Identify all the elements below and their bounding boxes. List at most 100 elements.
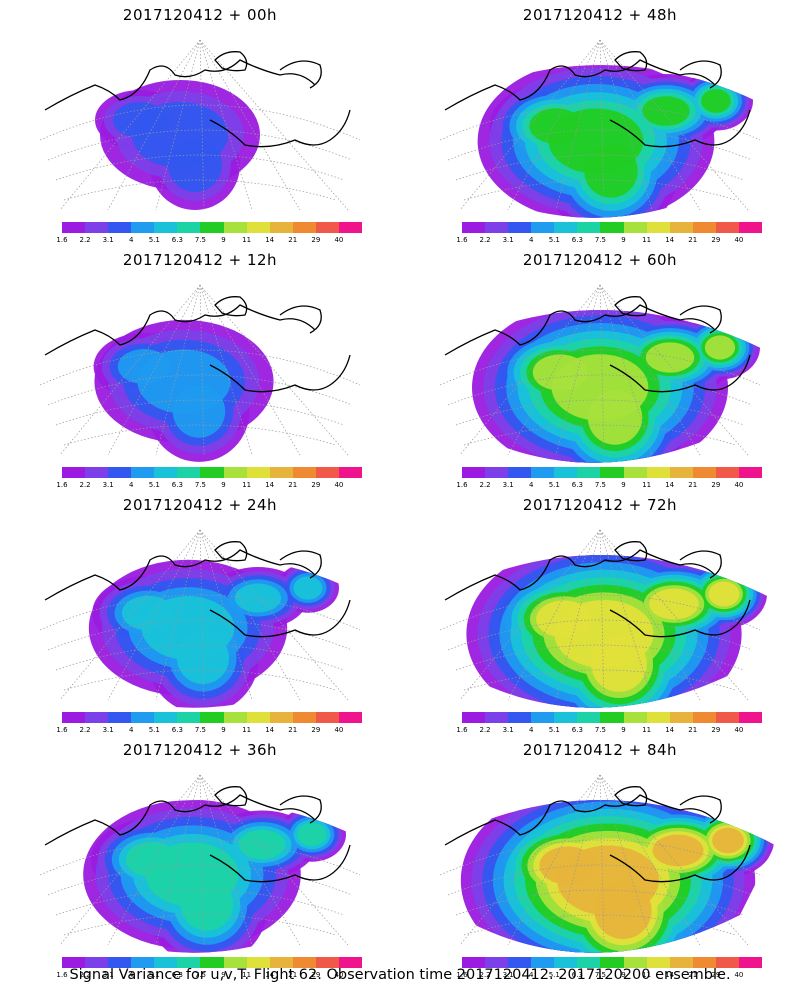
latitude-line xyxy=(439,104,761,141)
colorbar-swatch xyxy=(269,467,293,478)
colorbar-tick-label: 29 xyxy=(711,236,721,244)
variance-contour xyxy=(234,583,282,613)
variance-contour xyxy=(591,636,647,692)
colorbar-labels: 1.6 2.2 3.1 4 5.1 6.3 7.5 9 11 14 21 29 40 xyxy=(456,236,762,246)
colorbar-swatch xyxy=(738,467,763,478)
panel-title: 2017120412 + 24h xyxy=(122,496,278,514)
polar-map xyxy=(439,39,761,218)
longitude-line xyxy=(507,39,601,211)
colorbar-swatch xyxy=(577,222,601,233)
variance-contour xyxy=(172,385,226,438)
colorbar xyxy=(462,467,763,478)
longitude-line xyxy=(599,529,605,701)
coastline xyxy=(609,109,751,148)
latitude-line xyxy=(447,129,753,161)
variance-contour xyxy=(297,822,327,847)
colorbar-tick-label: 40 xyxy=(334,971,344,979)
colorbar-tick-label: 11 xyxy=(642,236,652,244)
longitude-line xyxy=(199,529,205,701)
colorbar-swatch xyxy=(646,467,670,478)
coastline xyxy=(609,354,751,393)
colorbar-tick-label: 2.2 xyxy=(479,971,491,979)
colorbar-tick-label: 21 xyxy=(688,971,698,979)
colorbar-swatch xyxy=(177,957,201,968)
figure-caption: Signal Variance for u,v,T. Flight 62. Ob… xyxy=(69,967,731,983)
coastline xyxy=(444,304,716,356)
colorbar-swatch xyxy=(669,712,693,723)
variance-contour xyxy=(532,354,588,391)
colorbar xyxy=(62,222,363,233)
latitude-line xyxy=(47,129,353,161)
panel-title: 2017120412 + 36h xyxy=(122,741,278,759)
longitude-line xyxy=(199,284,205,456)
latitude-line xyxy=(455,644,745,671)
colorbar-swatch xyxy=(485,222,509,233)
colorbar-swatch xyxy=(108,467,132,478)
longitude-line xyxy=(199,529,253,701)
coastline xyxy=(209,844,351,883)
panel-title: 2017120412 + 60h xyxy=(522,251,678,269)
colorbar-swatch xyxy=(292,222,316,233)
colorbar-tick-label: 11 xyxy=(242,726,252,734)
latitude-line xyxy=(455,399,745,426)
panel-title: 2017120412 + 84h xyxy=(522,741,678,759)
colorbar-tick-label: 29 xyxy=(711,481,721,489)
longitude-line xyxy=(155,39,201,211)
longitude-line xyxy=(199,39,349,211)
latitude-line xyxy=(439,349,761,386)
longitude-line xyxy=(599,529,653,701)
colorbar-tick-label: 11 xyxy=(242,971,252,979)
colorbar-tick-label: 14 xyxy=(265,481,275,489)
colorbar-tick-label: 3.1 xyxy=(502,236,514,244)
colorbar-tick-label: 6.3 xyxy=(571,236,583,244)
colorbar-swatch xyxy=(577,957,601,968)
latitude-line xyxy=(455,154,745,181)
colorbar-swatch xyxy=(669,222,693,233)
colorbar-tick-label: 4 xyxy=(128,236,134,244)
colorbar-tick-label: 4 xyxy=(528,726,534,734)
longitude-line xyxy=(599,529,701,701)
colorbar-tick-label: 29 xyxy=(311,971,321,979)
colorbar-tick-label: 3.1 xyxy=(102,481,114,489)
colorbar-tick-label: 29 xyxy=(311,726,321,734)
colorbar-swatch xyxy=(692,957,716,968)
colorbar-tick-label: 40 xyxy=(734,726,744,734)
latitude-line xyxy=(55,644,345,671)
map-panel: 2017120412 + 48h 1.6 2.2 3.1 4 5.1 6.3 7.5 9 11 14… xyxy=(400,0,800,245)
latitude-line xyxy=(47,864,353,896)
colorbar-swatch xyxy=(200,222,224,233)
colorbar-tick-label: 40 xyxy=(334,481,344,489)
colorbar-swatch xyxy=(85,712,109,723)
latitude-line xyxy=(447,864,753,896)
variance-contour xyxy=(584,144,638,198)
colorbar-swatch xyxy=(85,957,109,968)
longitude-line xyxy=(507,529,601,701)
coastline xyxy=(609,599,751,638)
colorbar-tick-label: 40 xyxy=(334,726,344,734)
longitude-line xyxy=(199,774,349,946)
colorbar-swatch xyxy=(223,957,247,968)
coastline xyxy=(279,550,322,579)
colorbar-swatch xyxy=(131,712,155,723)
variance-contour xyxy=(649,588,699,620)
colorbar-swatch xyxy=(292,712,316,723)
colorbar-swatch xyxy=(623,467,647,478)
colorbar-swatch xyxy=(85,222,109,233)
colorbar-tick-label: 6.3 xyxy=(171,236,183,244)
colorbar-swatch xyxy=(154,222,178,233)
colorbar-swatch xyxy=(85,467,109,478)
colorbar-tick-label: 2.2 xyxy=(79,971,91,979)
map-panel: 2017120412 + 12h 1.6 2.2 3.1 4 5.1 6.3 7.5 9 11 14… xyxy=(0,245,400,490)
colorbar-tick-label: 7.5 xyxy=(594,236,607,244)
colorbar-swatch xyxy=(508,957,532,968)
colorbar-swatch xyxy=(269,957,293,968)
colorbar-tick-label: 14 xyxy=(665,236,675,244)
colorbar-swatch xyxy=(338,712,363,723)
variance-contour xyxy=(529,108,583,144)
colorbar-tick-label: 2.2 xyxy=(79,726,91,734)
longitude-line xyxy=(599,284,749,456)
variance-contour xyxy=(704,335,736,360)
colorbar-swatch xyxy=(600,957,624,968)
map-panel: 2017120412 + 00h 1.6 2.2 3.1 4 5.1 6.3 7.5 9 11 14… xyxy=(0,0,400,245)
colorbar-swatch xyxy=(246,957,270,968)
